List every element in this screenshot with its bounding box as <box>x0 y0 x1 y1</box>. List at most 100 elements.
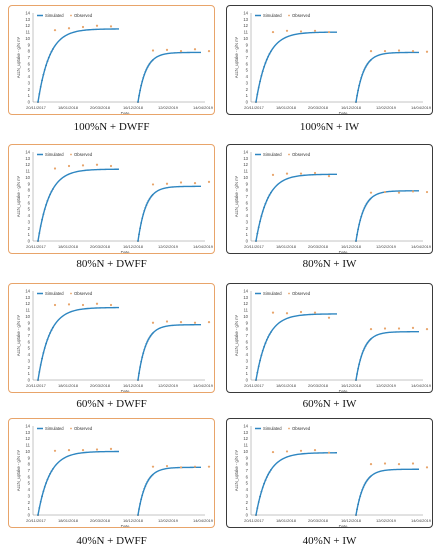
observed-point <box>109 303 113 307</box>
observed-point <box>425 328 429 331</box>
y-tick-label: 9 <box>246 181 249 186</box>
observed-point <box>53 29 57 32</box>
observed-point <box>369 328 373 331</box>
chart-panel: 0 1 2 3 4 5 6 7 8 9 10 11 12 13 14 AccN_uptake - g/N m²… <box>8 418 215 528</box>
y-tick-label: 0 <box>246 378 249 383</box>
x-tick-label: 20/03/2018 <box>90 244 111 249</box>
y-tick-label: 4 <box>28 213 31 218</box>
y-tick-label: 1 <box>246 232 249 237</box>
y-tick-label: 8 <box>28 462 31 467</box>
x-tick-label: 16/12/2018 <box>123 244 144 249</box>
x-axis-label: Date <box>339 250 349 254</box>
y-tick-label: 3 <box>28 493 31 498</box>
x-tick-label: 16/12/2018 <box>341 518 362 523</box>
observed-point <box>165 464 169 468</box>
x-tick-label: 12/02/2019 <box>376 518 397 523</box>
observed-point <box>383 50 387 53</box>
x-tick-label: 18/01/2018 <box>58 383 79 388</box>
x-tick-label: 18/01/2018 <box>276 244 297 249</box>
legend-observed-swatch <box>70 292 72 295</box>
observed-point <box>383 327 387 330</box>
observed-point <box>53 303 57 307</box>
x-tick-label: 20/03/2018 <box>90 518 111 523</box>
x-tick-label: 12/02/2019 <box>376 244 397 249</box>
x-tick-label: 12/02/2019 <box>158 244 179 249</box>
y-tick-label: 6 <box>246 474 249 479</box>
y-tick-label: 4 <box>28 74 31 79</box>
observed-point <box>95 448 99 451</box>
y-tick-label: 14 <box>243 289 248 294</box>
x-tick-label: 18/01/2018 <box>58 518 79 523</box>
legend-simulated-label: Simulated <box>45 291 64 296</box>
simulated-line <box>37 306 120 381</box>
x-tick-label: 20/11/2017 <box>244 383 264 388</box>
y-tick-label: 1 <box>246 506 249 511</box>
x-tick-label: 20/11/2017 <box>244 244 264 249</box>
x-tick-label: 20/03/2018 <box>308 518 329 523</box>
x-axis-label: Date <box>339 389 349 393</box>
simulated-line <box>255 452 337 516</box>
observed-point <box>369 191 373 194</box>
y-tick-label: 2 <box>246 365 249 370</box>
y-axis-label: AccN_uptake - g/N m² <box>16 175 21 217</box>
observed-point <box>165 182 169 185</box>
y-tick-label: 7 <box>28 55 31 60</box>
observed-point <box>193 465 197 468</box>
y-tick-label: 11 <box>244 308 249 313</box>
observed-point <box>383 462 387 465</box>
x-tick-label: 20/11/2017 <box>26 518 46 523</box>
x-tick-label: 14/04/2019 <box>193 105 214 110</box>
y-tick-label: 10 <box>25 314 30 319</box>
y-tick-label: 11 <box>26 169 31 174</box>
observed-point <box>411 50 415 53</box>
observed-point <box>327 175 331 178</box>
observed-point <box>271 173 275 176</box>
observed-point <box>425 50 429 53</box>
y-tick-label: 5 <box>28 346 31 351</box>
legend-observed-swatch <box>288 427 290 430</box>
observed-point <box>313 449 317 452</box>
observed-point <box>299 30 303 33</box>
legend-observed-swatch <box>288 292 290 295</box>
y-tick-label: 14 <box>243 150 248 155</box>
simulated-line <box>137 185 201 242</box>
chart-panel: 0 1 2 3 4 5 6 7 8 9 10 11 12 13 14 AccN_uptake - g/N m²… <box>8 5 215 115</box>
x-tick-label: 20/11/2017 <box>26 383 46 388</box>
y-tick-label: 2 <box>246 226 249 231</box>
y-tick-label: 1 <box>28 371 31 376</box>
x-axis-label: Date <box>339 524 349 528</box>
chart-panel: 0 1 2 3 4 5 6 7 8 9 10 11 12 13 14 AccN_uptake - g/N m²… <box>8 283 215 393</box>
panel-caption: 40%N + DWFF <box>76 535 147 547</box>
observed-point <box>81 25 85 29</box>
y-tick-label: 1 <box>28 93 31 98</box>
y-tick-label: 4 <box>28 487 31 492</box>
y-tick-label: 0 <box>246 513 249 518</box>
x-tick-label: 18/01/2018 <box>276 105 297 110</box>
y-tick-label: 7 <box>28 194 31 199</box>
x-tick-label: 20/03/2018 <box>308 105 329 110</box>
chart-panel: 0 1 2 3 4 5 6 7 8 9 10 11 12 13 14 AccN_uptake - g/N m²… <box>226 283 433 393</box>
y-tick-label: 12 <box>243 301 248 306</box>
legend-observed-swatch <box>70 14 72 17</box>
panel-caption: 40%N + IW <box>302 535 357 547</box>
y-tick-label: 12 <box>25 23 30 28</box>
y-tick-label: 10 <box>243 449 248 454</box>
y-tick-label: 0 <box>28 378 31 383</box>
observed-point <box>285 29 289 32</box>
observed-point <box>81 449 85 452</box>
y-tick-label: 12 <box>25 162 30 167</box>
y-tick-label: 11 <box>26 30 31 35</box>
simulated-line <box>355 190 419 242</box>
observed-point <box>109 25 113 28</box>
y-tick-label: 0 <box>28 100 31 105</box>
y-tick-label: 5 <box>28 207 31 212</box>
x-tick-label: 20/03/2018 <box>308 383 329 388</box>
y-tick-label: 7 <box>246 55 249 60</box>
y-tick-label: 1 <box>246 93 249 98</box>
y-tick-label: 11 <box>244 30 249 35</box>
y-tick-label: 5 <box>28 68 31 73</box>
observed-point <box>165 48 169 51</box>
y-tick-label: 11 <box>26 443 31 448</box>
simulated-line <box>255 173 338 242</box>
observed-point <box>207 321 211 324</box>
